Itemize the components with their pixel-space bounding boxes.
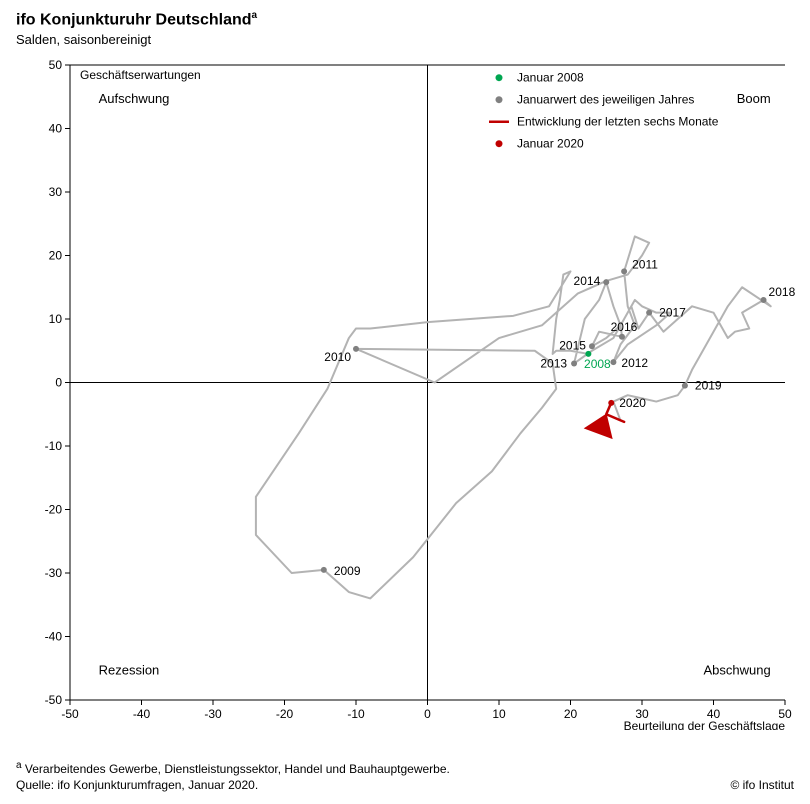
svg-text:2019: 2019 xyxy=(695,379,722,393)
svg-text:Januarwert des jeweiligen Jahr: Januarwert des jeweiligen Jahres xyxy=(517,93,694,107)
svg-text:-40: -40 xyxy=(45,630,62,644)
footnote: a Verarbeitendes Gewerbe, Dienstleistung… xyxy=(16,760,450,776)
svg-text:2018: 2018 xyxy=(769,285,795,299)
svg-text:2011: 2011 xyxy=(632,257,658,271)
svg-text:-30: -30 xyxy=(45,566,62,580)
svg-text:-20: -20 xyxy=(45,503,62,517)
svg-text:10: 10 xyxy=(49,312,63,326)
svg-text:2013: 2013 xyxy=(540,356,567,370)
svg-text:-10: -10 xyxy=(347,707,365,721)
copyright-text: © ifo Institut xyxy=(730,778,794,792)
svg-text:2016: 2016 xyxy=(611,320,638,334)
svg-text:-40: -40 xyxy=(133,707,151,721)
svg-text:Boom: Boom xyxy=(737,91,771,106)
source-text: Quelle: ifo Konjunkturumfragen, Januar 2… xyxy=(16,778,258,792)
svg-text:-30: -30 xyxy=(204,707,222,721)
svg-text:20: 20 xyxy=(564,707,578,721)
svg-text:40: 40 xyxy=(49,122,63,136)
footnote-sup: a xyxy=(16,760,22,771)
svg-text:2017: 2017 xyxy=(659,306,686,320)
chart-plot: -50 -40 -30 -20 -10 0 10 20 30 40 50 -50 -40 -30 -20 -1… xyxy=(45,55,795,730)
chart-container: ifo Konjunkturuhr Deutschlanda Salden, s… xyxy=(0,0,810,804)
svg-text:Aufschwung: Aufschwung xyxy=(99,91,170,106)
svg-text:0: 0 xyxy=(55,376,62,390)
svg-text:2020: 2020 xyxy=(619,396,646,410)
svg-text:Entwicklung der letzten sechs: Entwicklung der letzten sechs Monate xyxy=(517,115,719,129)
svg-text:2008: 2008 xyxy=(584,357,611,371)
footnote-text: Verarbeitendes Gewerbe, Dienstleistungss… xyxy=(25,762,450,776)
svg-text:0: 0 xyxy=(424,707,431,721)
svg-text:-50: -50 xyxy=(61,707,79,721)
svg-text:-20: -20 xyxy=(276,707,294,721)
svg-text:2012: 2012 xyxy=(621,356,648,370)
chart-svg: -50 -40 -30 -20 -10 0 10 20 30 40 50 -50 -40 -30 -20 -1… xyxy=(45,55,795,730)
svg-text:2014: 2014 xyxy=(574,274,601,288)
svg-text:Abschwung: Abschwung xyxy=(703,663,770,678)
svg-text:Januar 2008: Januar 2008 xyxy=(517,71,584,85)
svg-text:10: 10 xyxy=(492,707,506,721)
svg-text:Beurteilung der Geschäftslage: Beurteilung der Geschäftslage xyxy=(624,719,786,730)
svg-text:2010: 2010 xyxy=(324,350,351,364)
title-text: ifo Konjunkturuhr Deutschland xyxy=(16,11,252,28)
svg-text:2009: 2009 xyxy=(334,564,361,578)
svg-text:Januar 2020: Januar 2020 xyxy=(517,137,584,151)
chart-subtitle: Salden, saisonbereinigt xyxy=(16,32,151,47)
svg-text:-50: -50 xyxy=(45,693,62,707)
title-sup: a xyxy=(252,10,258,21)
chart-title: ifo Konjunkturuhr Deutschlanda xyxy=(16,10,257,29)
svg-text:20: 20 xyxy=(49,249,63,263)
svg-text:-10: -10 xyxy=(45,439,62,453)
svg-text:2015: 2015 xyxy=(559,338,586,352)
svg-text:30: 30 xyxy=(49,185,63,199)
svg-text:Rezession: Rezession xyxy=(99,663,160,678)
svg-text:50: 50 xyxy=(49,58,63,72)
svg-text:Geschäftserwartungen: Geschäftserwartungen xyxy=(80,68,201,82)
